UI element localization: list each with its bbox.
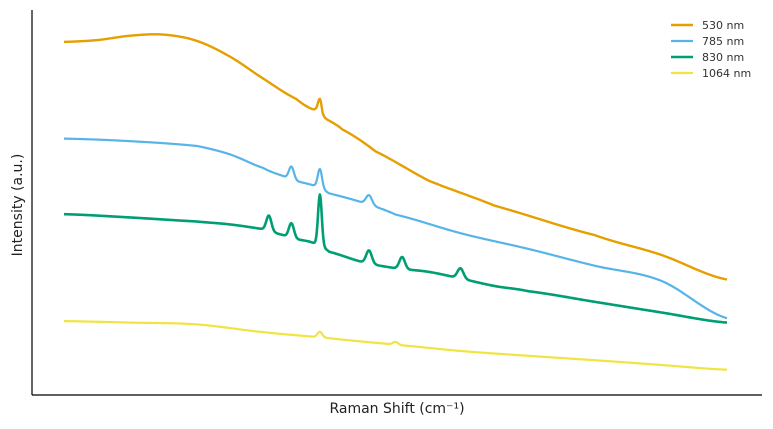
series-line-785-nm (63, 137, 728, 320)
legend-label: 1064 nm (702, 67, 751, 80)
x-axis-title: Raman Shift (cm⁻¹) (329, 401, 464, 417)
series-line-830-nm (63, 193, 728, 324)
legend: 530 nm 785 nm 830 nm 1064 nm (671, 19, 751, 80)
y-axis-title: Intensity (a.u.) (10, 154, 26, 257)
series-line-530-nm (63, 33, 728, 281)
legend-label: 785 nm (702, 35, 744, 48)
legend-label: 830 nm (702, 51, 744, 64)
legend-label: 530 nm (702, 19, 744, 32)
series-layer (63, 33, 728, 371)
series-line-1064-nm (63, 320, 728, 371)
